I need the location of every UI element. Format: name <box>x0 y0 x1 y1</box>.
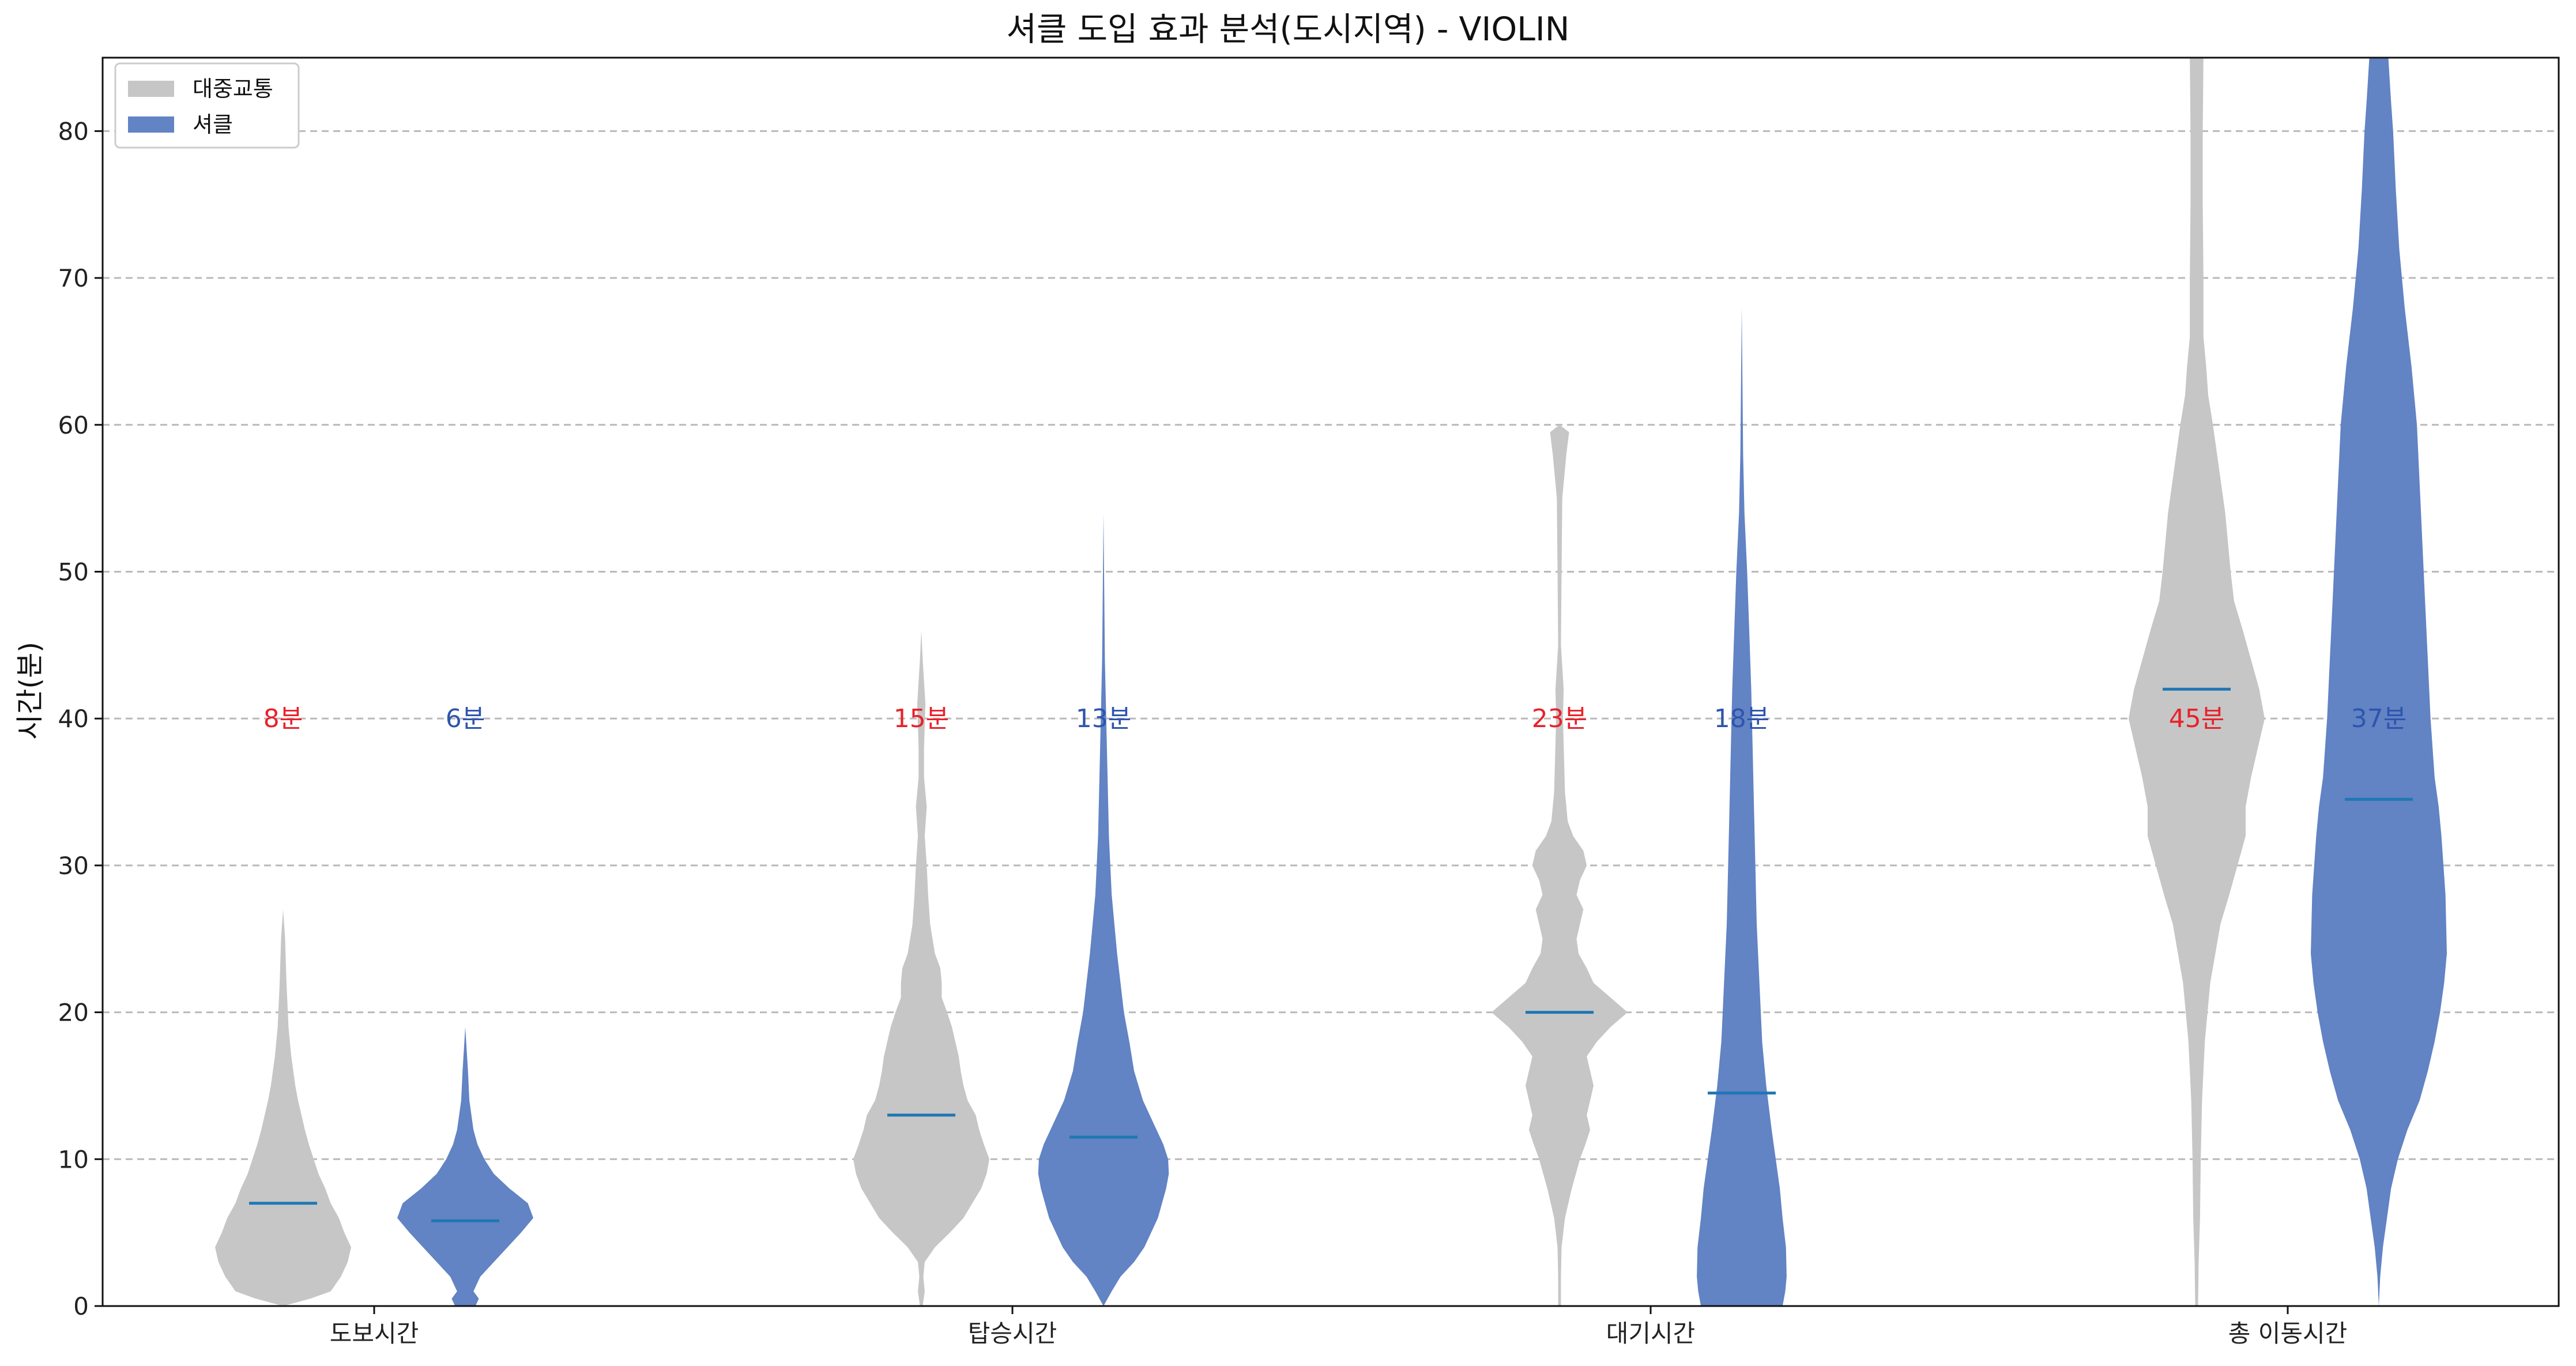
violin-shucle-3 <box>2311 58 2447 1306</box>
annotation-public-transit-2: 23분 <box>1532 704 1587 733</box>
x-tick-label-0: 도보시간 <box>330 1319 419 1348</box>
x-axis-ticks: 도보시간 탑승시간 대기시간 총 이동시간 <box>330 1306 2348 1348</box>
y-tick-label-50: 50 <box>58 558 89 586</box>
violin-shucle-2 <box>1697 307 1787 1306</box>
annotation-shucle-3: 37분 <box>2351 704 2406 733</box>
y-axis-label: 시간(분) <box>14 642 46 740</box>
x-tick-label-3: 총 이동시간 <box>2228 1319 2348 1348</box>
annotation-shucle-0: 6분 <box>446 704 485 733</box>
grid-lines <box>103 130 2559 1160</box>
y-tick-label-10: 10 <box>58 1145 89 1173</box>
x-tick-label-2: 대기시간 <box>1606 1319 1696 1348</box>
annotation-public-transit-0: 8분 <box>263 704 303 733</box>
violin-shucle-1 <box>1038 513 1169 1306</box>
annotation-labels: 8분 15분 23분 45분 6분 13분 18분 37분 <box>263 704 2406 733</box>
chart-title: 셔클 도입 효과 분석(도시지역) - VIOLIN <box>1007 10 1570 48</box>
violin-public-transit-0 <box>215 909 351 1306</box>
y-tick-label-80: 80 <box>58 117 89 145</box>
legend-label-shucle: 셔클 <box>193 112 233 137</box>
legend: 대중교통 셔클 <box>114 62 300 149</box>
annotation-public-transit-3: 45분 <box>2169 704 2224 733</box>
y-tick-label-70: 70 <box>58 264 89 292</box>
y-tick-label-20: 20 <box>58 999 89 1027</box>
y-tick-label-30: 30 <box>58 852 89 880</box>
legend-swatch-public-transit <box>128 81 174 97</box>
legend-swatch-shucle <box>128 116 174 133</box>
y-tick-label-0: 0 <box>73 1292 89 1320</box>
violins-layer <box>215 58 2447 1306</box>
annotation-public-transit-1: 15분 <box>894 704 949 733</box>
axes-frame <box>101 57 2560 1307</box>
annotation-shucle-1: 13분 <box>1076 704 1131 733</box>
y-tick-label-60: 60 <box>58 411 89 439</box>
y-tick-label-40: 40 <box>58 705 89 733</box>
y-axis-ticks: 0 10 20 30 40 50 60 70 80 <box>58 117 103 1320</box>
violin-public-transit-1 <box>853 630 989 1306</box>
x-tick-label-1: 탑승시간 <box>968 1319 1057 1348</box>
violin-public-transit-3 <box>2129 58 2265 1306</box>
legend-label-public-transit: 대중교통 <box>193 76 273 101</box>
median-lines <box>249 687 2413 1222</box>
violin-public-transit-2 <box>1492 424 1628 1306</box>
violin-shucle-0 <box>397 1027 533 1306</box>
annotation-shucle-2: 18분 <box>1714 704 1769 733</box>
